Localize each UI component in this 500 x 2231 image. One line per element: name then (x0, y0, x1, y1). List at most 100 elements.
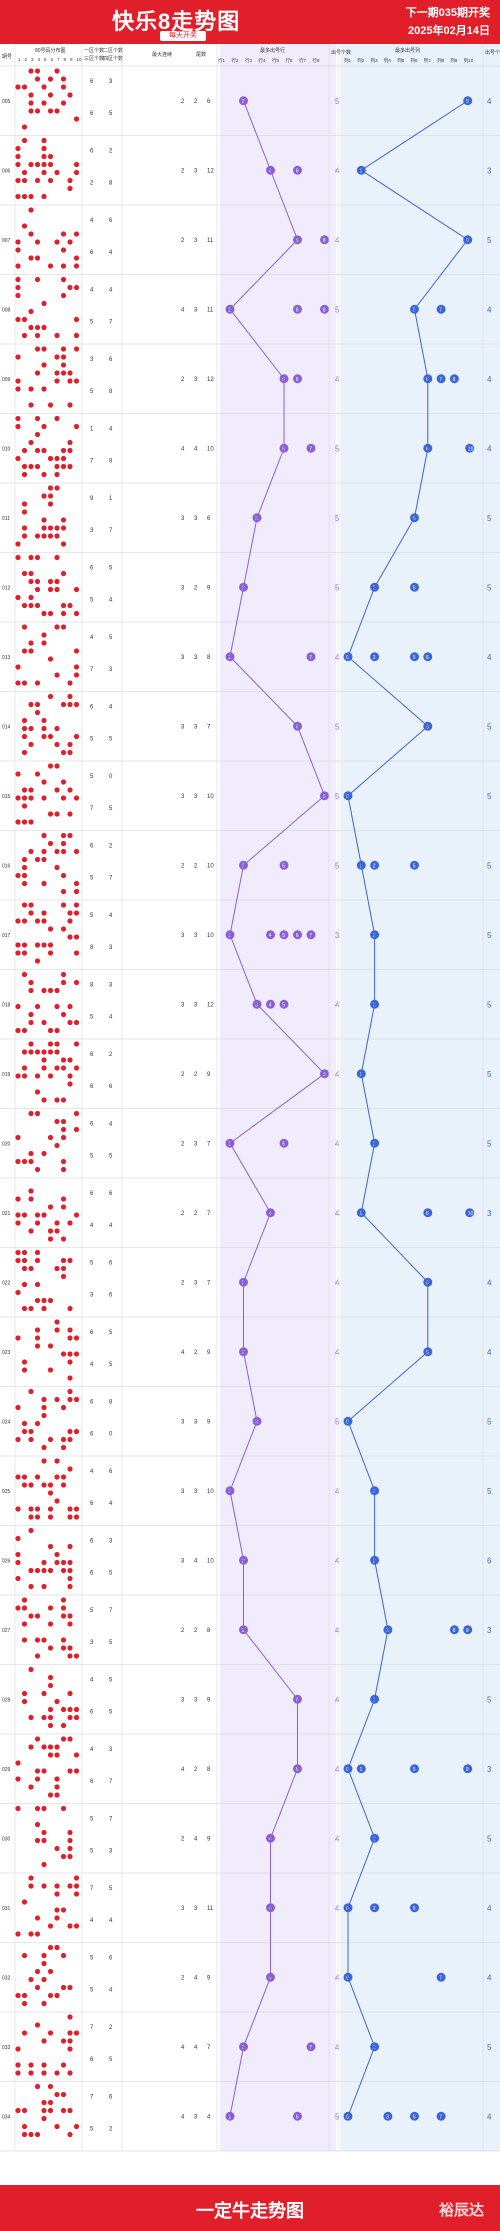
row-hit-label: 7 (309, 933, 312, 939)
dist-ball (47, 942, 54, 948)
stat-value: 10 (207, 863, 214, 869)
row-count-value: 4 (335, 1973, 340, 1982)
stat-value: 3 (181, 1558, 185, 1564)
dist-ball (60, 1126, 67, 1133)
dist-ball (34, 1514, 41, 1520)
next-draw-label: 下一期035期开奖 (405, 7, 490, 19)
zone3-count: 7 (90, 667, 94, 673)
dist-ball (15, 795, 21, 801)
zone2-count: 5 (109, 566, 113, 572)
dist-ball (60, 1273, 67, 1280)
zone3-count: 5 (90, 1015, 94, 1021)
dist-ball (73, 1653, 80, 1659)
row-hit-label: 6 (296, 377, 299, 383)
dist-ball (28, 1567, 34, 1574)
stat-value: 2 (181, 238, 185, 244)
dist-ball (21, 950, 28, 956)
dist-ball (15, 950, 21, 956)
dist-ball (21, 725, 28, 732)
dist-ball (67, 2046, 73, 2052)
dist-ball (28, 100, 34, 106)
dist-tick: 4 (38, 57, 41, 62)
dist-ball (73, 161, 80, 168)
zone3-count: 4 (90, 1223, 94, 1229)
dist-ball (73, 2030, 80, 2036)
issue-label: 012 (2, 585, 11, 591)
page-subtitle: 每天开奖 (160, 31, 206, 41)
dist-ball (54, 68, 60, 74)
dist-ball (21, 872, 28, 879)
issue-label: 010 (2, 446, 11, 452)
dist-ball (54, 1792, 60, 1798)
col-hit-label: 6 (426, 1211, 429, 1217)
dist-ball (21, 733, 28, 740)
dist-ball (15, 423, 21, 430)
header-zone2: 二区个数 (103, 47, 123, 54)
issue-label: 006 (2, 168, 11, 174)
dist-ball (47, 1134, 54, 1141)
dist-ball (15, 1605, 21, 1611)
issue-label: 009 (2, 377, 11, 383)
dist-ball (60, 701, 67, 708)
dist-ball (28, 1875, 34, 1881)
dist-ball (60, 1474, 67, 1480)
dist-ball (47, 1027, 54, 1034)
dist-ball (67, 1714, 73, 1721)
dist-ball (67, 1543, 73, 1550)
dist-ball (47, 1228, 54, 1234)
dist-ball (28, 594, 34, 601)
col-hit-label: 5 (413, 863, 416, 869)
row-count-value: 5 (335, 444, 340, 453)
stat-value: 3 (181, 1419, 185, 1425)
row-hit-dot (306, 652, 316, 662)
dist-ball (41, 1837, 47, 1844)
dist-ball (34, 1821, 41, 1828)
row-count-value: 4 (335, 1139, 340, 1148)
dist-ball (47, 263, 54, 269)
dist-ball (60, 231, 67, 237)
dist-ball (15, 1575, 21, 1582)
issue-label: 018 (2, 1002, 11, 1008)
zone3-count: 6 (90, 1432, 94, 1438)
page-title: 快乐8走势图 (112, 9, 241, 34)
dist-ball (21, 447, 28, 454)
stat-value: 4 (194, 1558, 198, 1564)
dist-ball (67, 185, 73, 192)
dist-ball (54, 378, 60, 384)
dist-ball (41, 525, 47, 531)
header-zone3: 三区个数 (84, 55, 104, 62)
dist-ball (34, 239, 41, 245)
zone2-count: 0 (109, 774, 113, 780)
dist-ball (28, 2131, 34, 2138)
dist-tick: 3 (31, 57, 34, 62)
dist-ball (15, 1134, 21, 1141)
dist-ball (21, 1637, 28, 1643)
dist-ball (67, 177, 73, 184)
issue-label: 023 (2, 1350, 11, 1356)
col-header: 列10 (464, 57, 474, 64)
dist-ball (34, 701, 41, 708)
dist-ball (41, 2099, 47, 2106)
dist-ball (54, 332, 60, 339)
dist-ball (67, 2107, 73, 2114)
dist-ball (28, 1188, 34, 1194)
col-count-value: 4 (487, 1278, 492, 1287)
dist-ball (67, 370, 73, 376)
dist-ball (21, 680, 28, 686)
dist-ball (15, 594, 21, 601)
zone3-count: 6 (90, 111, 94, 117)
row-hit-dot (279, 999, 289, 1009)
header-col-count: 出号个数 (485, 49, 500, 56)
col-hit-label: 5 (413, 655, 416, 661)
col-header: 列1 (344, 57, 351, 64)
issue-label: 017 (2, 933, 11, 939)
dist-ball (15, 2046, 21, 2052)
dist-ball (60, 1351, 67, 1357)
zone2-count: 6 (109, 1469, 113, 1475)
dist-ball (15, 386, 21, 392)
zone4-count: 5 (109, 1362, 113, 1368)
dist-ball (60, 76, 67, 82)
dist-ball (60, 1166, 67, 1173)
dist-ball (15, 1506, 21, 1512)
dist-ball (41, 1768, 47, 1774)
